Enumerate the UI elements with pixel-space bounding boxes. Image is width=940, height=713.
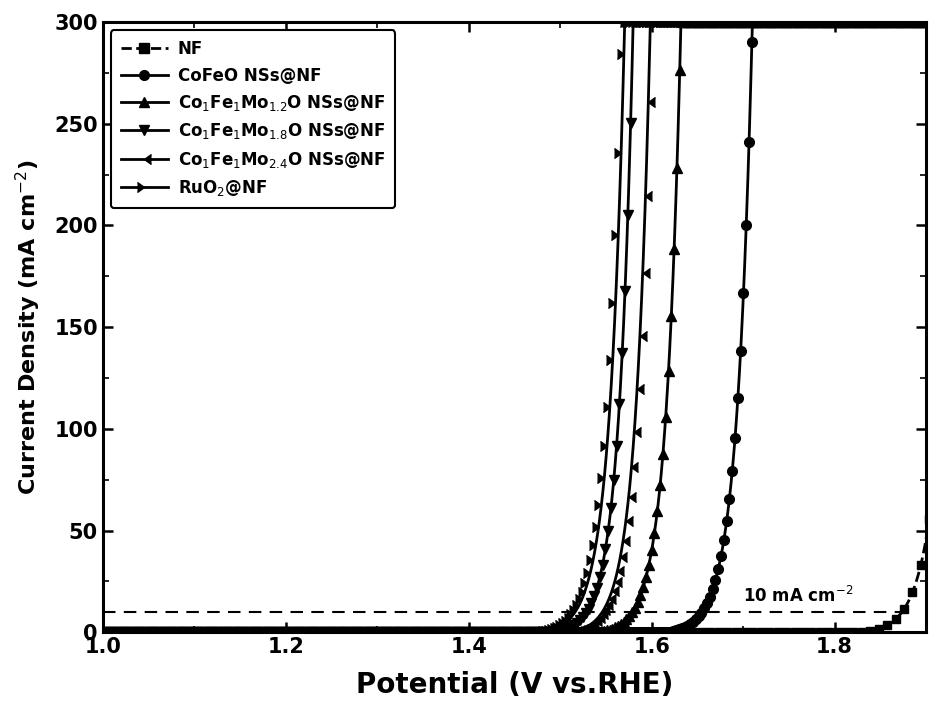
Co$_1$Fe$_1$Mo$_{1.8}$O NSs@NF [832, 18, 843, 26]
NF [832, 628, 843, 637]
Co$_1$Fe$_1$Mo$_{1.8}$O NSs@NF [922, 18, 933, 26]
Co$_1$Fe$_1$Mo$_{1.2}$O NSs@NF [97, 628, 108, 637]
Co$_1$Fe$_1$Mo$_{1.8}$O NSs@NF [97, 628, 108, 637]
Co$_1$Fe$_1$Mo$_{2.4}$O NSs@NF [922, 18, 933, 26]
Line: RuO$_2$@NF: RuO$_2$@NF [98, 17, 940, 637]
NF [420, 628, 431, 637]
Co$_1$Fe$_1$Mo$_{1.8}$O NSs@NF [193, 628, 204, 637]
CoFeO NSs@NF [746, 18, 758, 26]
RuO$_2$@NF [456, 628, 467, 637]
Co$_1$Fe$_1$Mo$_{1.8}$O NSs@NF [456, 628, 467, 637]
Co$_1$Fe$_1$Mo$_{1.2}$O NSs@NF [193, 628, 204, 637]
RuO$_2$@NF [832, 18, 843, 26]
RuO$_2$@NF [243, 628, 255, 637]
Line: Co$_1$Fe$_1$Mo$_{2.4}$O NSs@NF: Co$_1$Fe$_1$Mo$_{2.4}$O NSs@NF [98, 17, 940, 637]
Co$_1$Fe$_1$Mo$_{2.4}$O NSs@NF [420, 628, 431, 637]
NF [922, 524, 933, 533]
Co$_1$Fe$_1$Mo$_{2.4}$O NSs@NF [832, 18, 843, 26]
Co$_1$Fe$_1$Mo$_{2.4}$O NSs@NF [243, 628, 255, 637]
Line: NF: NF [99, 343, 940, 637]
CoFeO NSs@NF [832, 18, 843, 26]
CoFeO NSs@NF [922, 18, 933, 26]
Y-axis label: Current Density (mA cm$^{-2}$): Current Density (mA cm$^{-2}$) [14, 160, 43, 495]
Co$_1$Fe$_1$Mo$_{2.4}$O NSs@NF [456, 628, 467, 637]
CoFeO NSs@NF [97, 628, 108, 637]
Co$_1$Fe$_1$Mo$_{1.8}$O NSs@NF [939, 18, 940, 26]
NF [243, 628, 255, 637]
Co$_1$Fe$_1$Mo$_{1.8}$O NSs@NF [243, 628, 255, 637]
CoFeO NSs@NF [420, 628, 431, 637]
Co$_1$Fe$_1$Mo$_{1.8}$O NSs@NF [420, 628, 431, 637]
Co$_1$Fe$_1$Mo$_{1.2}$O NSs@NF [922, 18, 933, 26]
CoFeO NSs@NF [456, 628, 467, 637]
CoFeO NSs@NF [939, 18, 940, 26]
X-axis label: Potential (V vs.RHE): Potential (V vs.RHE) [355, 671, 673, 699]
Co$_1$Fe$_1$Mo$_{2.4}$O NSs@NF [645, 18, 656, 26]
RuO$_2$@NF [193, 628, 204, 637]
RuO$_2$@NF [97, 628, 108, 637]
Co$_1$Fe$_1$Mo$_{2.4}$O NSs@NF [939, 18, 940, 26]
Line: Co$_1$Fe$_1$Mo$_{1.2}$O NSs@NF: Co$_1$Fe$_1$Mo$_{1.2}$O NSs@NF [98, 17, 940, 637]
NF [97, 628, 108, 637]
Text: 10 mA cm$^{-2}$: 10 mA cm$^{-2}$ [744, 586, 854, 606]
Line: Co$_1$Fe$_1$Mo$_{1.8}$O NSs@NF: Co$_1$Fe$_1$Mo$_{1.8}$O NSs@NF [98, 17, 940, 637]
Co$_1$Fe$_1$Mo$_{1.2}$O NSs@NF [676, 18, 687, 26]
Co$_1$Fe$_1$Mo$_{1.2}$O NSs@NF [832, 18, 843, 26]
NF [456, 628, 467, 637]
NF [939, 343, 940, 352]
Line: CoFeO NSs@NF: CoFeO NSs@NF [98, 17, 940, 637]
RuO$_2$@NF [922, 18, 933, 26]
Legend: NF, CoFeO NSs@NF, Co$_1$Fe$_1$Mo$_{1.2}$O NSs@NF, Co$_1$Fe$_1$Mo$_{1.8}$O NSs@NF: NF, CoFeO NSs@NF, Co$_1$Fe$_1$Mo$_{1.2}$… [111, 30, 396, 208]
RuO$_2$@NF [420, 628, 431, 637]
Co$_1$Fe$_1$Mo$_{1.2}$O NSs@NF [456, 628, 467, 637]
CoFeO NSs@NF [193, 628, 204, 637]
CoFeO NSs@NF [243, 628, 255, 637]
Co$_1$Fe$_1$Mo$_{1.8}$O NSs@NF [628, 18, 639, 26]
RuO$_2$@NF [619, 18, 631, 26]
RuO$_2$@NF [939, 18, 940, 26]
Co$_1$Fe$_1$Mo$_{1.2}$O NSs@NF [939, 18, 940, 26]
Co$_1$Fe$_1$Mo$_{2.4}$O NSs@NF [193, 628, 204, 637]
NF [193, 628, 204, 637]
Co$_1$Fe$_1$Mo$_{2.4}$O NSs@NF [97, 628, 108, 637]
Co$_1$Fe$_1$Mo$_{1.2}$O NSs@NF [420, 628, 431, 637]
Co$_1$Fe$_1$Mo$_{1.2}$O NSs@NF [243, 628, 255, 637]
